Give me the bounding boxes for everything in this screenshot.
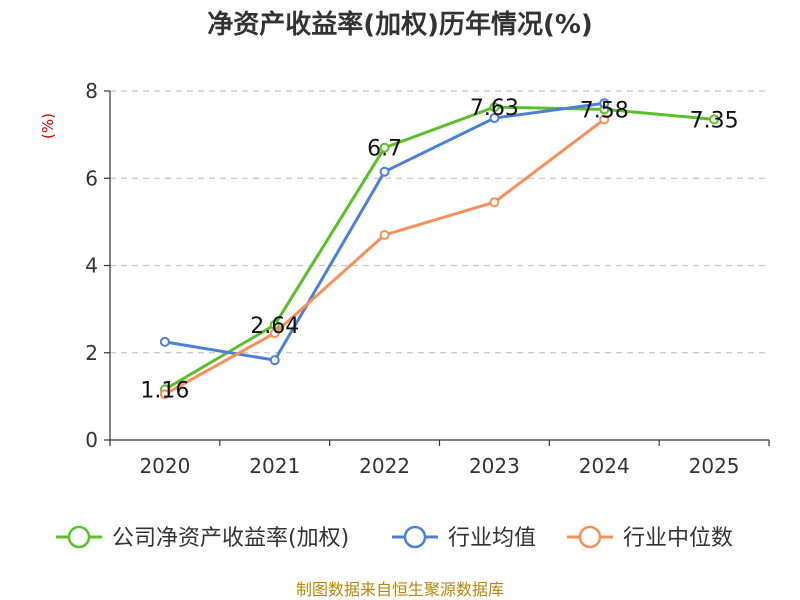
- legend-swatch-marker-2: [578, 525, 602, 549]
- data-label-2020: 1.16: [140, 378, 189, 403]
- axes: 0 2 4 6 8 2020 2021 2022 2023 2024 2025: [85, 79, 770, 478]
- legend-swatch-marker-1: [403, 525, 427, 549]
- x-tick-label-2024: 2024: [579, 454, 630, 478]
- legend-swatch-marker-0: [67, 525, 91, 549]
- legend-item-1[interactable]: 行业均值: [392, 525, 536, 551]
- series-line-0: [164, 105, 715, 391]
- data-labels: 1.16 2.64 6.7 7.63 7.58 7.35: [140, 96, 738, 403]
- data-label-2021: 2.64: [250, 314, 299, 339]
- data-label-2025: 7.35: [690, 108, 739, 133]
- y-tick-label-4: 4: [85, 254, 98, 278]
- series-1-point-2021[interactable]: [269, 355, 280, 366]
- x-tick-label-2020: 2020: [139, 454, 190, 478]
- series-2-point-2023[interactable]: [489, 197, 500, 208]
- x-tick-label-2021: 2021: [249, 454, 300, 478]
- data-label-2024: 7.58: [580, 98, 629, 123]
- series-2-point-2022[interactable]: [379, 229, 390, 240]
- y-axis-label: (%): [39, 113, 57, 139]
- legend-label-1: 行业均值: [448, 526, 536, 551]
- series-1-point-2024[interactable]: [599, 98, 610, 109]
- series-0-point-2023[interactable]: [489, 102, 500, 113]
- y-tick-label-6: 6: [85, 166, 98, 190]
- series-1-point-2022[interactable]: [379, 166, 390, 177]
- chart-title: 净资产收益率(加权)历年情况(%): [207, 9, 593, 40]
- legend[interactable]: 公司净资产收益率(加权) 行业均值 行业中位数: [56, 525, 733, 551]
- legend-item-0[interactable]: 公司净资产收益率(加权): [56, 525, 349, 551]
- series-0-point-2022[interactable]: [379, 142, 390, 153]
- data-label-2022: 6.7: [367, 137, 402, 162]
- legend-label-2: 行业中位数: [623, 526, 733, 551]
- y-tick-label-0: 0: [85, 428, 98, 452]
- source-note: 制图数据来自恒生聚源数据库: [296, 580, 504, 599]
- y-tick-label-2: 2: [85, 341, 98, 365]
- x-tick-label-2023: 2023: [469, 454, 520, 478]
- legend-label-0: 公司净资产收益率(加权): [112, 526, 349, 551]
- y-tick-label-8: 8: [85, 79, 98, 103]
- data-label-2023: 7.63: [470, 96, 519, 121]
- series-1-point-2020[interactable]: [159, 336, 170, 347]
- series-2-point-2020[interactable]: [159, 389, 170, 400]
- x-tick-label-2022: 2022: [359, 454, 410, 478]
- legend-item-2[interactable]: 行业中位数: [567, 525, 733, 551]
- series-lines: [159, 98, 720, 400]
- x-tick-label-2025: 2025: [689, 454, 740, 478]
- series-2-point-2024[interactable]: [599, 114, 610, 125]
- series-2-point-2021[interactable]: [269, 328, 280, 339]
- series-1-point-2023[interactable]: [489, 113, 500, 124]
- series-0-point-2025[interactable]: [709, 114, 720, 125]
- gridlines: [110, 90, 769, 354]
